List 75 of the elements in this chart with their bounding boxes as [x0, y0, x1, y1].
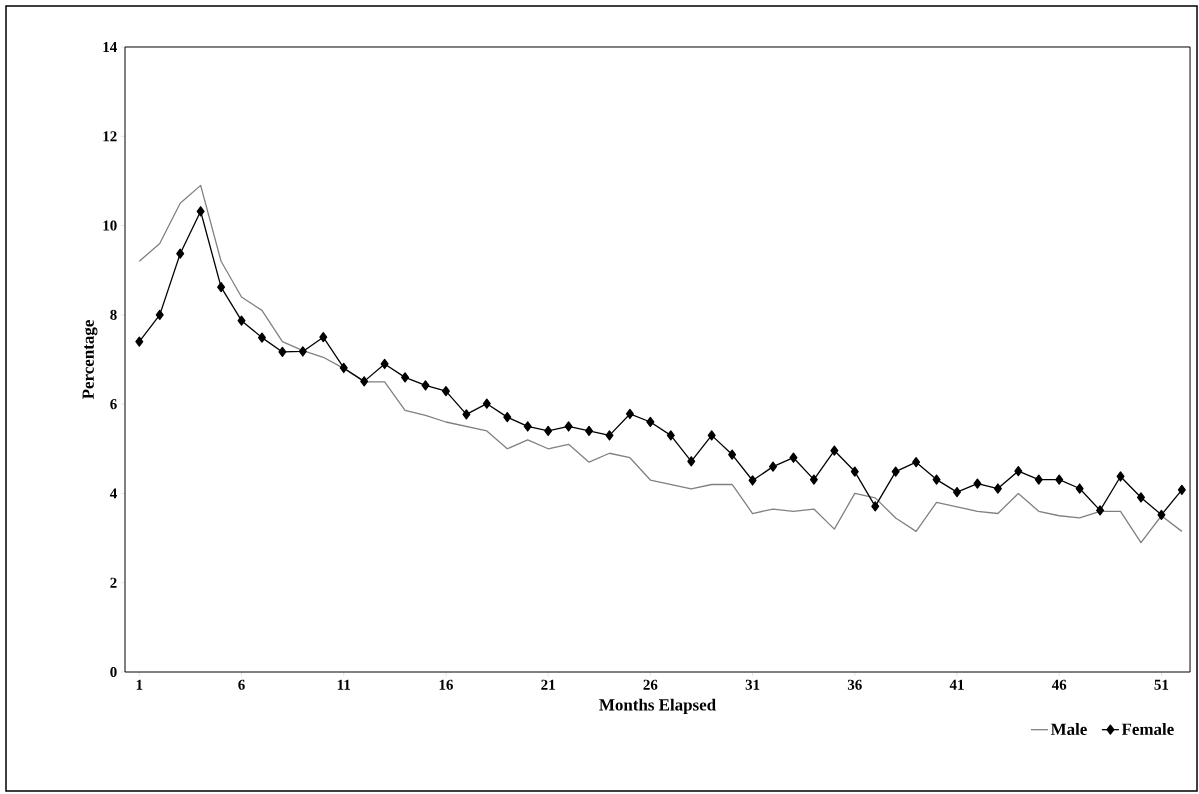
point — [503, 411, 512, 423]
point — [1157, 509, 1166, 520]
point — [625, 408, 634, 420]
point — [728, 449, 737, 460]
y-tick-label: 10 — [103, 220, 117, 231]
point — [952, 486, 962, 498]
point — [707, 430, 716, 441]
legend-label: Male — [1050, 723, 1087, 735]
x-axis-title: Months Elapsed — [599, 698, 716, 715]
point — [932, 474, 941, 485]
y-tick-label: 0 — [110, 666, 117, 678]
point — [278, 346, 287, 358]
point — [912, 457, 921, 468]
x-tick-label: 41 — [949, 679, 964, 690]
point — [319, 332, 328, 343]
point — [1034, 474, 1043, 485]
point — [564, 421, 573, 432]
point — [155, 309, 164, 320]
point — [401, 372, 410, 383]
x-tick-label: 46 — [1051, 679, 1067, 690]
point — [257, 332, 266, 343]
x-tick-label: 21 — [541, 679, 555, 690]
y-tick-label: 4 — [109, 488, 117, 499]
x-tick-label: 16 — [439, 679, 453, 690]
y-tick-label: 6 — [110, 399, 117, 410]
point — [809, 474, 818, 485]
y-tick-label: 2 — [110, 577, 117, 588]
point — [973, 478, 982, 489]
point — [1014, 465, 1023, 477]
point — [421, 380, 430, 391]
y-tick-label: 12 — [103, 131, 117, 142]
point — [523, 421, 532, 432]
point — [360, 376, 369, 387]
point — [605, 430, 614, 441]
point — [462, 409, 471, 420]
point — [1136, 492, 1145, 503]
point — [891, 466, 900, 477]
x-tick-label: 6 — [238, 679, 245, 690]
y-tick-label: 8 — [110, 309, 117, 320]
point — [441, 386, 450, 397]
point — [380, 358, 389, 370]
x-tick-label: 31 — [745, 679, 760, 690]
point — [339, 362, 348, 374]
x-tick-label: 1 — [136, 679, 143, 690]
point — [298, 346, 307, 357]
point — [1177, 484, 1186, 495]
legend-label: Female — [1121, 723, 1174, 735]
point — [1096, 505, 1105, 516]
point — [646, 416, 655, 428]
point — [850, 466, 859, 477]
point — [217, 282, 226, 293]
point — [237, 315, 246, 326]
point — [789, 452, 798, 463]
point — [769, 461, 778, 472]
y-tick-label: 14 — [103, 42, 117, 52]
point — [687, 456, 696, 467]
point — [871, 501, 880, 512]
point — [585, 425, 594, 437]
point — [544, 425, 553, 437]
point — [482, 398, 491, 409]
point — [830, 445, 839, 456]
x-tick-label: 26 — [643, 679, 658, 690]
x-tick-label: 51 — [1154, 679, 1169, 690]
point — [1116, 471, 1125, 482]
point — [1055, 474, 1064, 485]
x-tick-label: 36 — [847, 679, 862, 690]
point — [176, 248, 185, 259]
point — [748, 475, 757, 486]
point — [135, 336, 144, 347]
point — [196, 206, 205, 217]
x-tick-label: 11 — [337, 679, 351, 690]
point — [666, 430, 675, 441]
point — [1075, 483, 1084, 494]
y-axis-title: Percentage — [82, 320, 98, 400]
point — [993, 483, 1002, 494]
